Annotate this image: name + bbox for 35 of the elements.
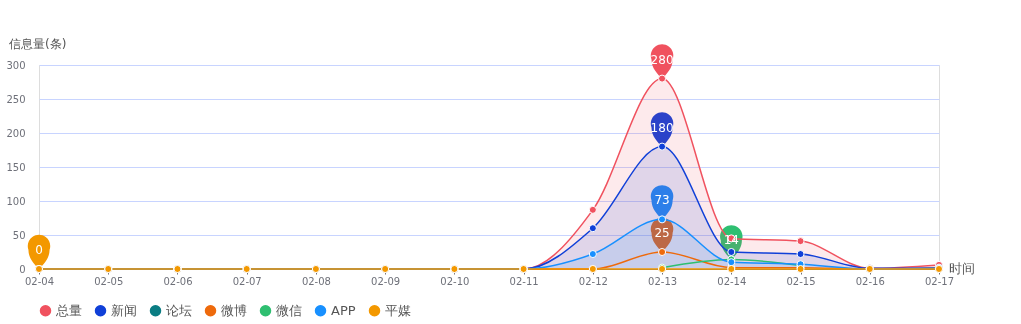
legend-label: 微信 (276, 302, 302, 318)
annotation: 180 (650, 120, 674, 135)
annotation: 25 (654, 226, 670, 240)
x-tick-label: 02-06 (163, 275, 193, 287)
x-tick-label: 02-04 (24, 275, 55, 287)
x-tick-label: 02-13 (648, 275, 678, 287)
y-axis-title: 信息量(条) (9, 37, 67, 51)
x-tick-label: 02-05 (94, 275, 124, 287)
x-tick-label: 02-15 (786, 275, 816, 287)
legend-label: 平媒 (385, 302, 411, 318)
annotation: 73 (654, 193, 670, 208)
y-tick-label: 100 (6, 195, 26, 207)
x-tick-label: 02-14 (717, 275, 747, 287)
x-tick-label: 02-12 (578, 275, 608, 287)
x-tick-label: 02-17 (924, 275, 955, 287)
y-tick-label: 0 (19, 263, 26, 275)
y-tick-label: 50 (12, 229, 26, 241)
legend-label: 微博 (221, 302, 247, 318)
x-tick-label: 02-10 (440, 275, 470, 287)
y-tick-label: 150 (6, 161, 26, 173)
legend-label: 总量 (55, 302, 82, 318)
annotation: 0 (35, 243, 43, 257)
x-tick-label: 02-09 (371, 275, 401, 287)
x-tick-label: 02-11 (509, 275, 539, 287)
x-tick-label: 02-16 (855, 275, 885, 287)
legend-label: 新闻 (111, 302, 137, 318)
y-tick-label: 250 (6, 93, 26, 105)
x-axis-title: 时间 (949, 261, 975, 276)
annotation: 280 (650, 52, 674, 67)
x-tick-label: 02-08 (301, 275, 331, 287)
legend-label: APP (331, 302, 356, 318)
y-tick-label: 300 (6, 59, 26, 71)
y-tick-label: 200 (6, 127, 26, 139)
legend-label: 论坛 (166, 302, 192, 318)
x-tick-label: 02-07 (232, 275, 262, 287)
